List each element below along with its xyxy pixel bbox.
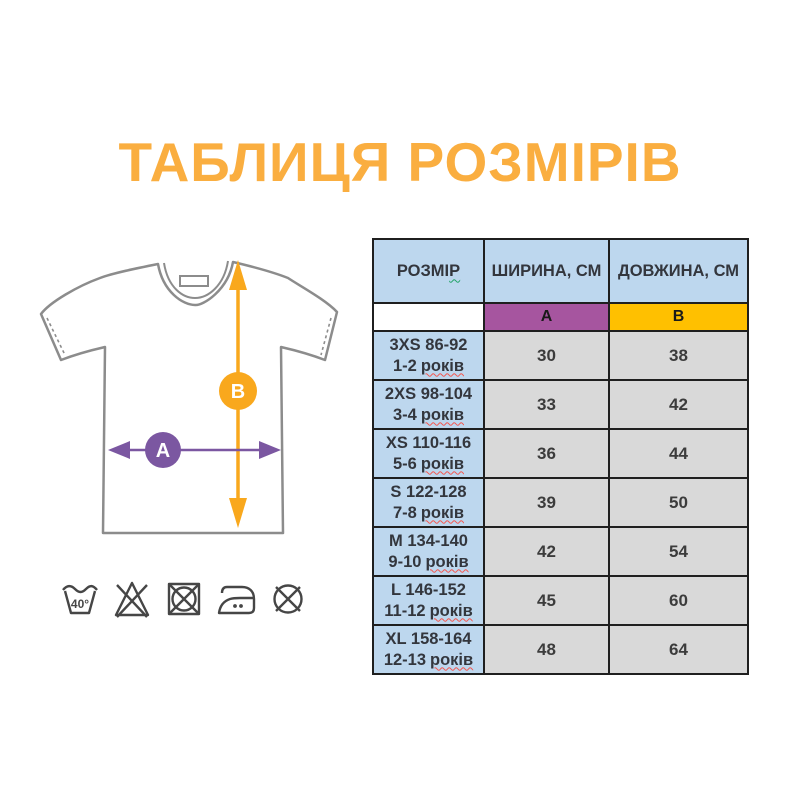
length-value: 54 bbox=[610, 528, 747, 575]
width-badge bbox=[145, 432, 181, 468]
header-size: РОЗМІР bbox=[374, 240, 483, 302]
row-size-label: 2XS 98-104 3-4 років bbox=[374, 381, 483, 428]
do-not-bleach-icon bbox=[114, 581, 150, 618]
care-symbols-row: 40° bbox=[60, 577, 308, 621]
length-value: 60 bbox=[610, 577, 747, 624]
age-text: 3-4 bbox=[392, 405, 417, 424]
width-value: 36 bbox=[485, 430, 608, 477]
tshirt-outline-icon: B A bbox=[39, 260, 339, 535]
length-badge bbox=[219, 372, 257, 410]
wash-40-icon: 40° bbox=[62, 584, 98, 615]
tshirt-body bbox=[39, 260, 339, 535]
row-size-label: L 146-152 11-12 років bbox=[374, 577, 483, 624]
band-empty-cell bbox=[374, 304, 483, 330]
tshirt-label-tag bbox=[179, 275, 209, 287]
age-word: років bbox=[420, 503, 464, 522]
length-value: 38 bbox=[610, 332, 747, 379]
age-word: років bbox=[420, 356, 464, 375]
do-not-dry-clean-icon bbox=[273, 584, 303, 614]
iron-medium-icon bbox=[217, 585, 256, 615]
page-title: ТАБЛИЦЯ РОЗМІРІВ bbox=[118, 131, 682, 193]
age-text: 9-10 bbox=[388, 552, 422, 571]
age-word: років bbox=[430, 650, 474, 669]
width-arrow: A bbox=[108, 432, 281, 468]
size-text: XL 158-164 bbox=[385, 629, 472, 648]
size-text: 3XS 86-92 bbox=[389, 335, 468, 354]
size-text: S 122-128 bbox=[390, 482, 467, 501]
age-text: 1-2 bbox=[392, 356, 417, 375]
size-text: M 134-140 bbox=[389, 531, 468, 550]
size-text: 2XS 98-104 bbox=[384, 384, 473, 403]
header-size-tail: Р bbox=[449, 261, 461, 280]
sleeve-stitch-right bbox=[320, 317, 332, 356]
row-size-label: 3XS 86-92 1-2 років bbox=[374, 332, 483, 379]
length-arrow: B bbox=[219, 260, 257, 528]
length-value: 64 bbox=[610, 626, 747, 673]
age-word: років bbox=[420, 454, 464, 473]
width-badge-label: A bbox=[156, 440, 170, 462]
width-value: 45 bbox=[485, 577, 608, 624]
width-value: 48 bbox=[485, 626, 608, 673]
length-value: 42 bbox=[610, 381, 747, 428]
age-text: 12-13 bbox=[383, 650, 427, 669]
age-text: 7-8 bbox=[392, 503, 417, 522]
header-length: ДОВЖИНА, СМ bbox=[610, 240, 747, 302]
tshirt-diagram: B A bbox=[28, 248, 350, 546]
tshirt-collar bbox=[163, 260, 229, 300]
row-size-label: XS 110-116 5-6 років bbox=[374, 430, 483, 477]
row-size-label: M 134-140 9-10 років bbox=[374, 528, 483, 575]
header-size-text: РОЗМІ bbox=[396, 261, 450, 280]
age-word: років bbox=[429, 601, 473, 620]
length-value: 50 bbox=[610, 479, 747, 526]
size-table: РОЗМІР ШИРИНА, СМ ДОВЖИНА, СМ А В 3XS 86… bbox=[372, 238, 749, 675]
width-value: 39 bbox=[485, 479, 608, 526]
sleeve-stitch-left bbox=[46, 317, 66, 356]
row-size-label: XL 158-164 12-13 років bbox=[374, 626, 483, 673]
size-text: L 146-152 bbox=[391, 580, 466, 599]
size-text: XS 110-116 bbox=[385, 433, 472, 452]
width-value: 42 bbox=[485, 528, 608, 575]
band-length-letter: В bbox=[610, 304, 747, 330]
age-text: 5-6 bbox=[392, 454, 417, 473]
band-width-letter: А bbox=[485, 304, 608, 330]
do-not-tumble-dry-icon bbox=[167, 582, 201, 616]
header-width: ШИРИНА, СМ bbox=[485, 240, 608, 302]
length-value: 44 bbox=[610, 430, 747, 477]
age-word: років bbox=[425, 552, 469, 571]
wash-temp-label: 40° bbox=[71, 597, 89, 611]
width-value: 30 bbox=[485, 332, 608, 379]
width-value: 33 bbox=[485, 381, 608, 428]
row-size-label: S 122-128 7-8 років bbox=[374, 479, 483, 526]
age-word: років bbox=[420, 405, 464, 424]
length-badge-label: B bbox=[231, 381, 245, 403]
age-text: 11-12 bbox=[384, 601, 426, 620]
